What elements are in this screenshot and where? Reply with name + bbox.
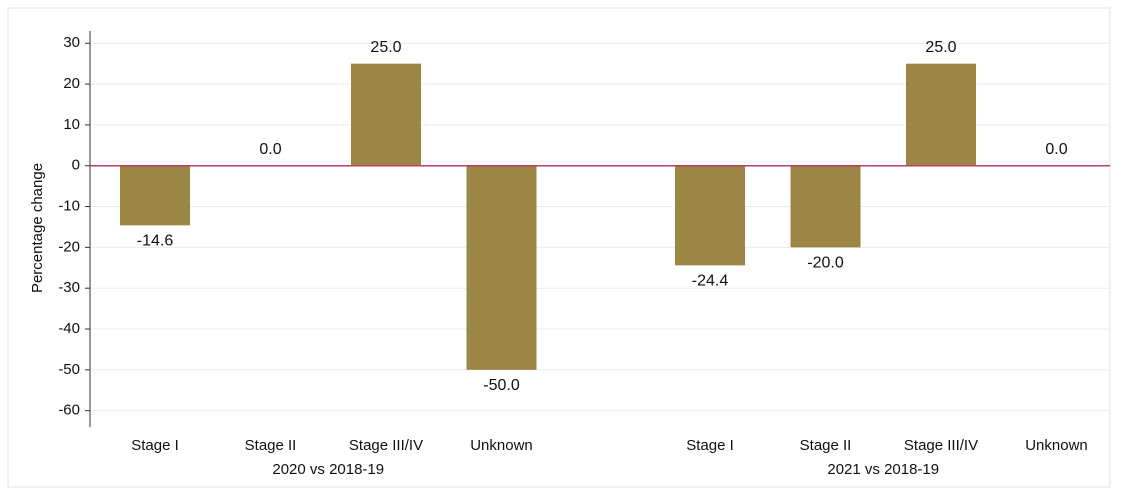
x-tick-label: Stage II: [245, 437, 297, 454]
y-tick-label: -50: [58, 361, 80, 378]
y-tick-label: 20: [63, 75, 80, 92]
y-tick-label: 30: [63, 34, 80, 51]
value-label: 0.0: [1045, 141, 1067, 158]
x-tick-label: Stage III/IV: [904, 437, 978, 454]
y-tick-label: -40: [58, 320, 80, 337]
x-tick-label: Stage I: [686, 437, 734, 454]
value-label: 0.0: [259, 141, 281, 158]
bar: [790, 165, 861, 248]
group-label: 2021 vs 2018-19: [827, 461, 939, 478]
value-label: 25.0: [925, 39, 956, 56]
y-tick-label: 0: [72, 157, 80, 174]
group-label: 2020 vs 2018-19: [272, 461, 384, 478]
bar: [906, 63, 976, 166]
bar: [351, 63, 421, 166]
value-label: -14.6: [137, 233, 174, 250]
x-tick-label: Stage III/IV: [349, 437, 423, 454]
y-axis-title: Percentage change: [29, 163, 46, 293]
bar: [466, 165, 537, 370]
value-label: -24.4: [692, 273, 729, 290]
bar: [120, 165, 190, 226]
y-tick-label: -60: [58, 402, 80, 419]
y-tick-label: -10: [58, 198, 80, 215]
y-tick-label: -20: [58, 238, 80, 255]
y-tick-label: 10: [63, 116, 80, 133]
x-tick-label: Stage I: [131, 437, 179, 454]
x-tick-label: Unknown: [470, 437, 533, 454]
value-label: -50.0: [483, 377, 520, 394]
value-label: 25.0: [370, 39, 401, 56]
x-tick-label: Stage II: [800, 437, 852, 454]
y-tick-label: -30: [58, 279, 80, 296]
x-tick-label: Unknown: [1025, 437, 1088, 454]
bar: [675, 165, 745, 266]
value-label: -20.0: [807, 255, 844, 272]
